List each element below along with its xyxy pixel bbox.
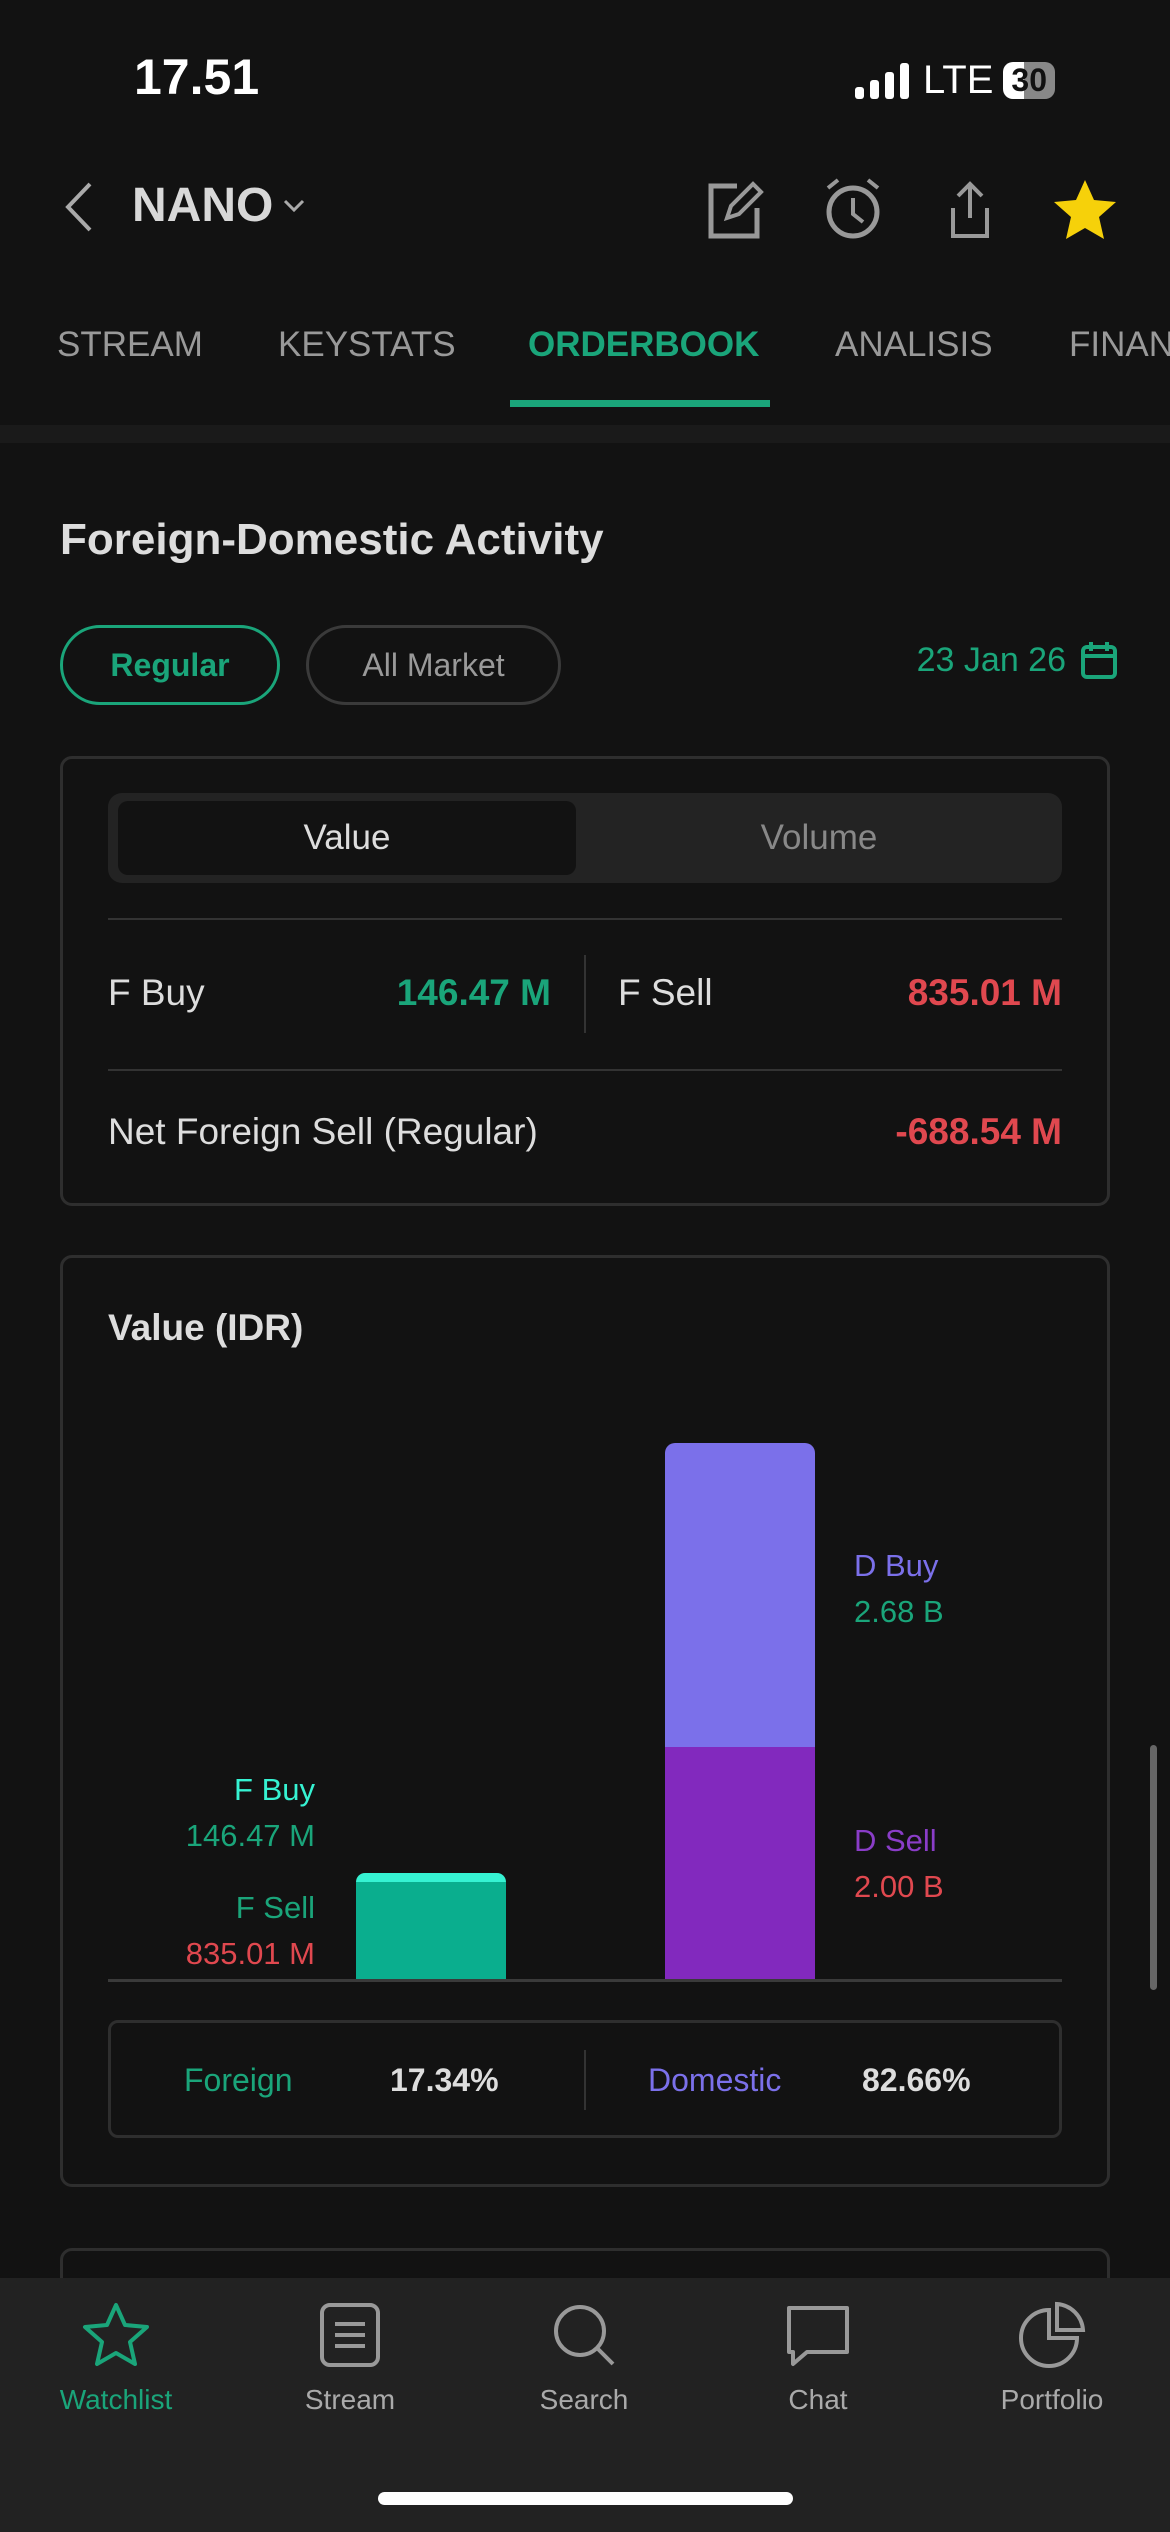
back-icon[interactable] <box>62 180 96 234</box>
nav-label: Chat <box>788 2384 848 2415</box>
domestic-label: Domestic <box>648 2062 782 2098</box>
bar-domestic-buy <box>665 1443 815 1747</box>
d-buy-chart-value: 2.68 B <box>854 1594 944 1629</box>
f-sell-label: F Sell <box>618 972 713 1013</box>
nav-chat[interactable]: Chat <box>728 2300 908 2416</box>
filter-all-market[interactable]: All Market <box>306 625 561 705</box>
status-icons: LTE 30 <box>855 58 1055 103</box>
segment-volume[interactable]: Volume <box>760 818 878 857</box>
divider <box>108 1069 1062 1071</box>
nav-label: Stream <box>304 2384 396 2415</box>
edit-icon[interactable] <box>703 178 767 242</box>
divider <box>0 425 1170 443</box>
star-icon <box>83 2303 149 2366</box>
foreign-summary-card <box>60 756 1110 1206</box>
chat-icon <box>787 2306 849 2366</box>
nav-label: Search <box>539 2384 629 2415</box>
d-sell-chart-label: D Sell <box>854 1823 937 1858</box>
favorite-star-icon[interactable] <box>1052 178 1118 242</box>
scrollbar[interactable] <box>1150 1745 1157 1990</box>
d-buy-chart-label: D Buy <box>854 1548 939 1583</box>
nav-label: Watchlist <box>59 2384 173 2415</box>
nav-watchlist[interactable]: Watchlist <box>26 2300 206 2416</box>
signal-icon <box>855 62 909 99</box>
nav-stream[interactable]: Stream <box>260 2300 440 2416</box>
tab-analisis[interactable]: ANALISIS <box>835 325 993 364</box>
net-foreign-label: Net Foreign Sell (Regular) <box>108 1111 538 1152</box>
pie-chart-icon <box>1019 2301 1086 2368</box>
f-buy-chart-label: F Buy <box>234 1772 315 1807</box>
bar-foreign-sell <box>356 1881 506 1979</box>
bar-foreign-buy <box>356 1872 506 1882</box>
chart-baseline <box>108 1979 1062 1982</box>
d-sell-chart-value: 2.00 B <box>854 1869 944 1904</box>
nav-portfolio[interactable]: Portfolio <box>962 2300 1142 2416</box>
stream-icon <box>320 2303 380 2367</box>
chart-title: Value (IDR) <box>108 1307 304 1348</box>
bar-domestic-sell <box>665 1746 815 1979</box>
segment-value[interactable]: Value <box>118 801 576 875</box>
f-buy-value: 146.47 M <box>396 972 551 1013</box>
net-foreign-value: -688.54 M <box>895 1111 1062 1152</box>
share-summary-box <box>108 2020 1062 2138</box>
f-sell-chart-value: 835.01 M <box>185 1936 315 1971</box>
network-label: LTE <box>923 58 994 102</box>
home-indicator <box>378 2492 793 2505</box>
tab-stream[interactable]: STREAM <box>57 325 203 364</box>
f-sell-chart-label: F Sell <box>235 1890 315 1925</box>
divider <box>108 918 1062 920</box>
foreign-pct: 17.34% <box>390 2062 499 2098</box>
divider <box>584 955 586 1033</box>
date-value: 23 Jan 26 <box>916 640 1066 679</box>
active-tab-indicator <box>510 400 770 407</box>
tab-finan[interactable]: FINAN <box>1069 325 1170 364</box>
bottom-tab-bar <box>0 2278 1170 2532</box>
f-buy-chart-value: 146.47 M <box>185 1818 315 1853</box>
ticker-title[interactable]: NANO <box>132 179 274 232</box>
foreign-label: Foreign <box>184 2062 293 2098</box>
search-icon <box>554 2305 615 2366</box>
domestic-pct: 82.66% <box>862 2062 971 2098</box>
status-time: 17.51 <box>134 49 260 105</box>
nav-label: Portfolio <box>1000 2384 1104 2415</box>
tab-keystats[interactable]: KEYSTATS <box>278 325 456 364</box>
battery-icon: 30 <box>1003 62 1055 99</box>
alarm-icon[interactable] <box>822 176 884 242</box>
value-chart-card <box>60 1255 1110 2187</box>
share-icon[interactable] <box>945 178 995 242</box>
chevron-down-icon[interactable] <box>283 198 305 214</box>
filter-regular[interactable]: Regular <box>60 625 280 705</box>
nav-search[interactable]: Search <box>494 2300 674 2416</box>
date-picker[interactable]: 23 Jan 26 <box>917 640 1118 680</box>
divider <box>584 2050 586 2110</box>
tab-orderbook[interactable]: ORDERBOOK <box>528 325 760 364</box>
f-buy-label: F Buy <box>108 972 205 1013</box>
section-title: Foreign-Domestic Activity <box>60 515 604 564</box>
calendar-icon <box>1081 642 1117 679</box>
f-sell-value: 835.01 M <box>907 972 1062 1013</box>
